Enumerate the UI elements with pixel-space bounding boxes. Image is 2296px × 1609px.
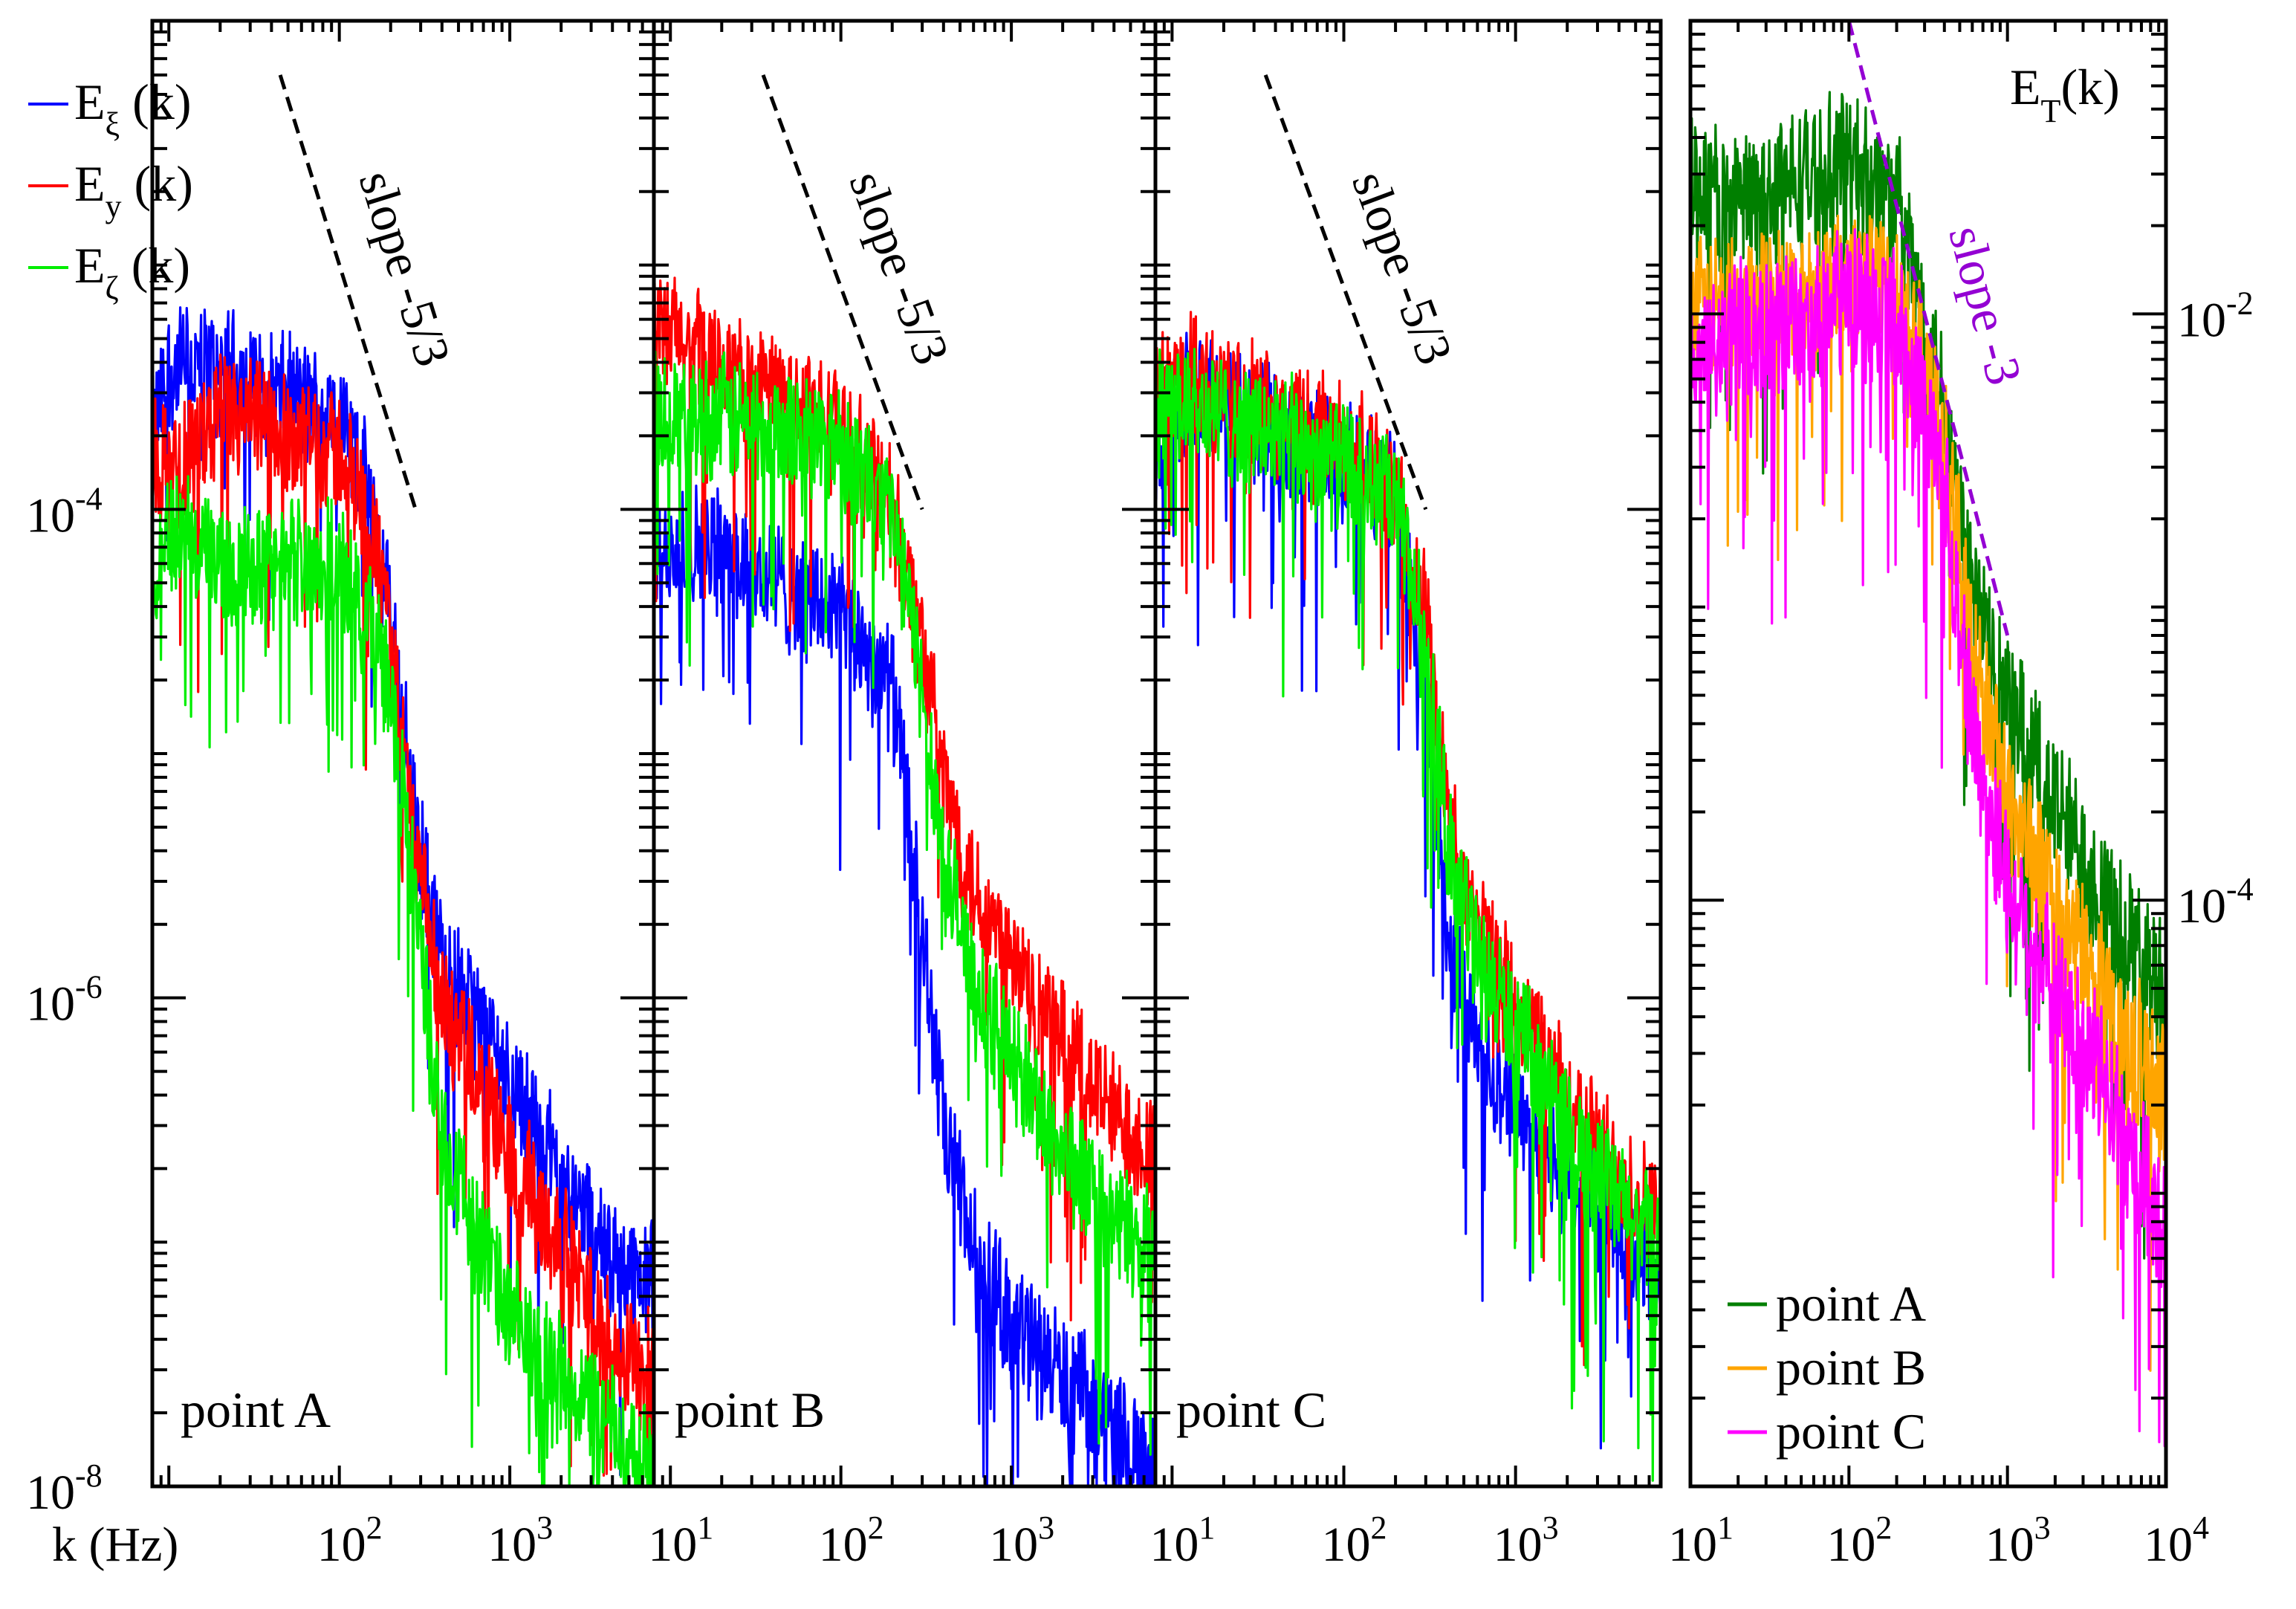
panel-T-slope-label: slope -3 (1938, 220, 2033, 390)
legend-left-entry: Eζ (k) (74, 237, 190, 306)
panel-A-slope-line (278, 74, 418, 511)
panel-C-label: point C (1176, 1382, 1326, 1438)
legend-right-entry: point A (1776, 1275, 1926, 1332)
panel-A-ytick-label: 10-6 (26, 969, 103, 1032)
panel-B-slope-line (761, 74, 924, 511)
panel-A-series-e_y (152, 353, 654, 1486)
panel-C-xtick-label: 101 (1149, 1509, 1215, 1572)
panel-A-ytick-label: 10-8 (26, 1457, 103, 1520)
panel-A-label: point A (181, 1382, 331, 1438)
panel-C-xtick-label: 102 (1322, 1509, 1387, 1572)
panel-C-series-e_ζ (1155, 348, 1661, 1482)
legend-right-entry: point B (1776, 1339, 1926, 1396)
panel-T-ytick-label: 10-2 (2177, 285, 2254, 347)
panel-C-series-group (1155, 311, 1661, 1482)
panel-T-series-point-c (1690, 228, 2166, 1448)
panel-C-xtick-label: 103 (1494, 1509, 1559, 1572)
panel-C-slope-label: slope -5/3 (1341, 164, 1464, 372)
series-layer (152, 91, 2166, 1486)
panel-T-series-group (1690, 91, 2166, 1448)
legend-left-entry: Ey (k) (74, 155, 193, 224)
panel-B-series-e_ζ (654, 350, 1155, 1456)
legend-right-entry: point C (1776, 1403, 1926, 1460)
panel-C-slope-line (1263, 74, 1428, 511)
panel-B-label: point B (675, 1382, 825, 1438)
legend-left-entry: Eξ (k) (74, 74, 191, 143)
panel-B-series-group (654, 276, 1155, 1486)
panel-T-frame (1688, 19, 2168, 1489)
panel-B-xtick-label: 102 (819, 1509, 884, 1572)
x-axis-label: k (Hz) (52, 1518, 178, 1572)
panel-T-xtick-label: 101 (1668, 1509, 1734, 1572)
panel-B-slope-label: slope -5/3 (839, 164, 961, 372)
panel-A-series-e_ζ (152, 475, 654, 1486)
panel-A-slope-label: slope -5/3 (348, 164, 462, 372)
panel-T-xtick-label: 103 (1985, 1509, 2051, 1572)
panel-T-slope-line (1846, 20, 2010, 636)
panel-B-series-e_ξ (654, 485, 1155, 1486)
panel-A-series-group (152, 306, 654, 1486)
panel-B-xtick-label: 103 (989, 1509, 1054, 1572)
frame-layer (150, 19, 2168, 1489)
panel-T-xtick-label: 104 (2144, 1509, 2209, 1572)
panel-A-xtick-label: 103 (487, 1509, 553, 1572)
panel-T-ytick-label: 10-4 (2177, 871, 2254, 933)
panel-T-xtick-label: 102 (1826, 1509, 1892, 1572)
panel-A-xtick-label: 102 (317, 1509, 383, 1572)
panel-A-ytick-label: 10-4 (26, 480, 103, 543)
panel-T-title: ET(k) (2010, 59, 2120, 129)
panel-B-xtick-label: 101 (648, 1509, 713, 1572)
